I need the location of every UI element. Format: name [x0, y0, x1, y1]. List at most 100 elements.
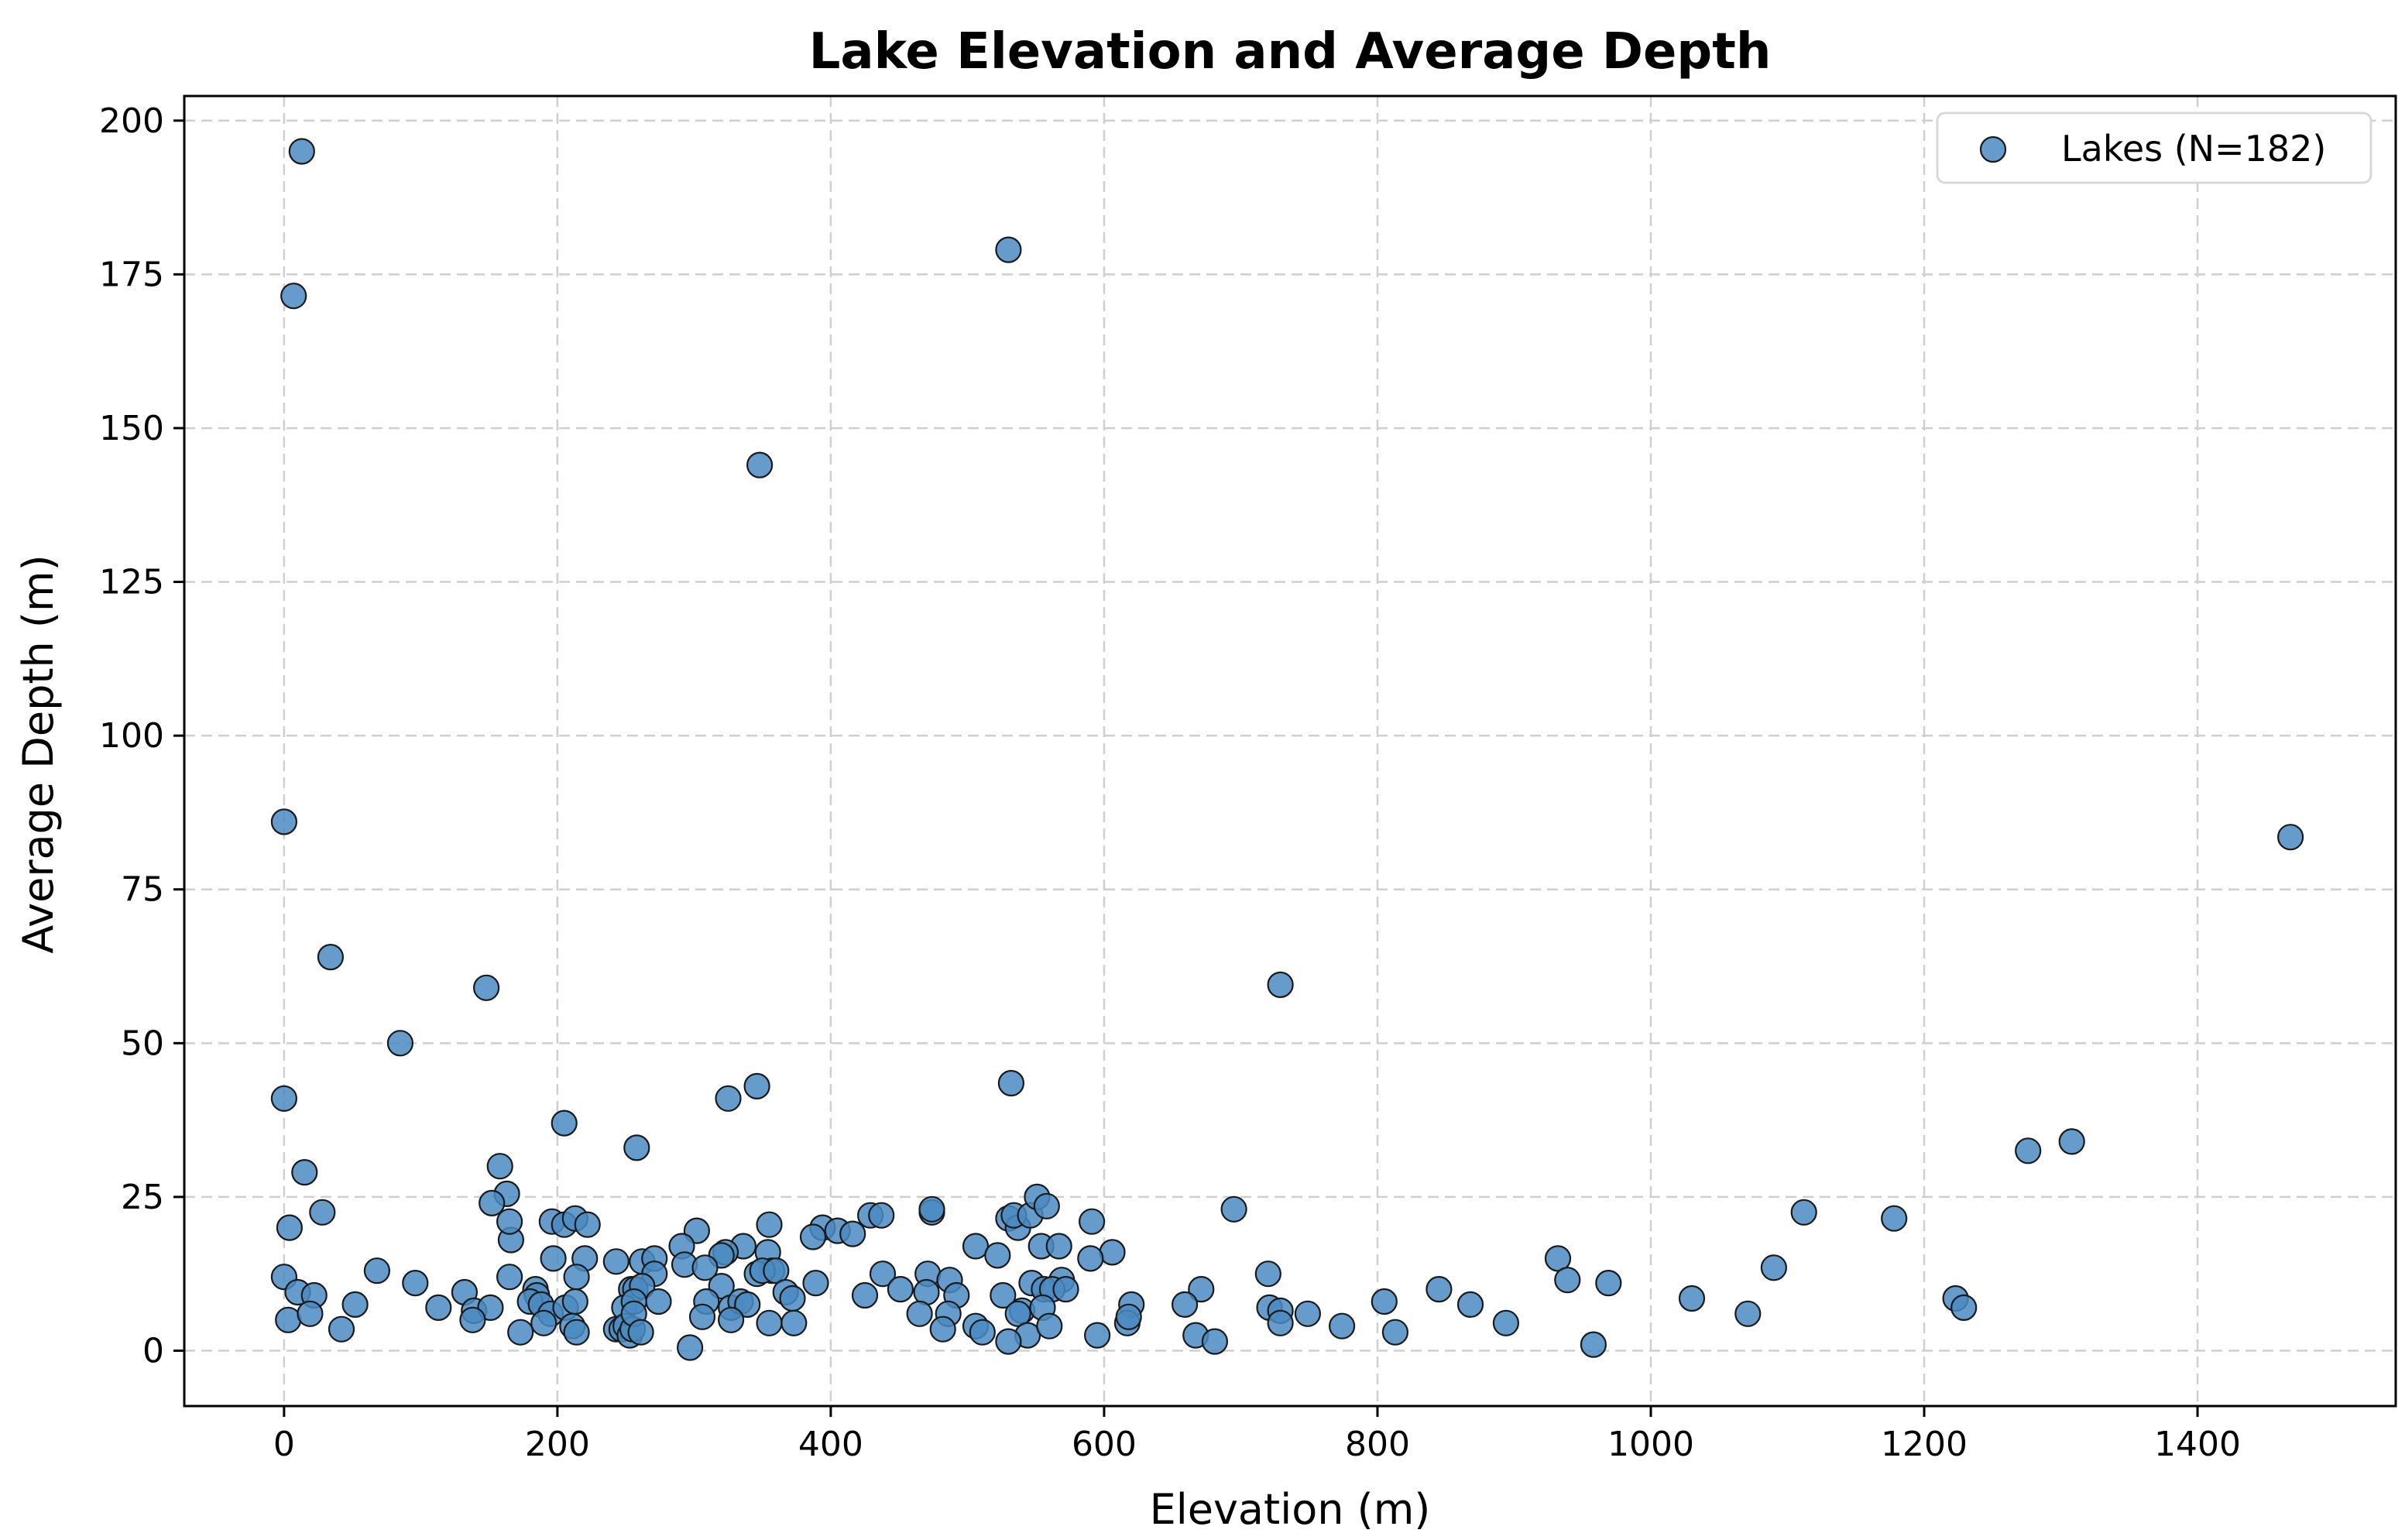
data-point	[717, 1306, 745, 1333]
data-point	[563, 1319, 590, 1346]
data-point	[507, 1319, 534, 1346]
data-point	[2015, 1137, 2042, 1164]
grid-lines	[184, 96, 2396, 1406]
data-point	[906, 1300, 933, 1327]
data-point	[799, 1223, 827, 1250]
data-point	[756, 1309, 783, 1336]
data-point	[990, 1281, 1017, 1309]
x-tick-label: 1000	[1607, 1425, 1694, 1464]
data-point	[688, 1303, 716, 1330]
legend-label: Lakes (N=182)	[2061, 128, 2326, 170]
x-tick-label: 800	[1345, 1425, 1410, 1464]
data-point	[715, 1085, 742, 1112]
data-point	[676, 1334, 704, 1361]
y-tick-label: 200	[99, 101, 164, 141]
data-point	[425, 1294, 452, 1322]
chart-title: Lake Elevation and Average Depth	[809, 23, 1772, 81]
x-tick-label: 1400	[2154, 1425, 2241, 1464]
data-point	[743, 1072, 770, 1100]
data-point	[1760, 1254, 1787, 1281]
data-point	[984, 1242, 1011, 1269]
data-point	[839, 1220, 866, 1247]
data-points	[270, 138, 2304, 1361]
y-tick-label: 125	[99, 563, 164, 602]
legend: Lakes (N=182)	[1936, 111, 2372, 184]
data-point	[2277, 824, 2304, 851]
data-point	[280, 283, 307, 310]
data-point	[1099, 1239, 1126, 1266]
x-tick-label: 600	[1072, 1425, 1137, 1464]
data-point	[1492, 1309, 1520, 1336]
data-point	[1052, 1275, 1079, 1303]
data-point	[1171, 1291, 1199, 1319]
data-point	[763, 1257, 790, 1284]
data-point	[328, 1315, 355, 1343]
data-point	[2058, 1128, 2085, 1155]
data-point	[561, 1288, 588, 1315]
data-point	[1734, 1300, 1762, 1327]
data-point	[746, 451, 774, 478]
data-point	[1083, 1322, 1111, 1349]
data-point	[291, 1158, 318, 1186]
data-point	[1456, 1291, 1484, 1319]
x-tick-label: 1200	[1881, 1425, 1968, 1464]
data-point	[1790, 1199, 1817, 1226]
data-point	[486, 1153, 513, 1180]
data-point	[1078, 1208, 1106, 1235]
y-tick-label: 100	[99, 716, 164, 756]
data-point	[479, 1189, 506, 1217]
y-tick-label: 175	[99, 255, 164, 294]
data-point	[1267, 971, 1294, 999]
data-point	[1678, 1284, 1706, 1312]
y-tick-label: 25	[121, 1178, 164, 1217]
data-point	[995, 1328, 1022, 1355]
data-point	[1036, 1312, 1063, 1339]
y-tick-label: 0	[142, 1332, 164, 1371]
data-point	[962, 1233, 990, 1260]
y-axis-label: Average Depth (m)	[14, 554, 63, 953]
data-point	[929, 1315, 956, 1343]
data-point	[297, 1300, 324, 1327]
data-point	[781, 1309, 808, 1336]
data-point	[1077, 1245, 1104, 1272]
data-point	[918, 1195, 945, 1223]
data-point	[459, 1306, 486, 1333]
data-point	[691, 1254, 719, 1281]
data-point	[386, 1030, 414, 1057]
data-point	[1220, 1195, 1247, 1223]
data-point	[1115, 1303, 1142, 1330]
data-point	[602, 1248, 630, 1275]
data-point	[270, 808, 297, 835]
data-point	[851, 1281, 879, 1309]
data-point	[1045, 1233, 1072, 1260]
data-point	[496, 1264, 523, 1291]
x-tick-label: 200	[525, 1425, 590, 1464]
data-point	[868, 1202, 895, 1229]
data-point	[1201, 1328, 1229, 1355]
y-tick-label: 75	[121, 870, 164, 910]
x-tick-label: 400	[798, 1425, 863, 1464]
x-axis-label: Elevation (m)	[1150, 1485, 1431, 1534]
data-point	[1267, 1309, 1294, 1336]
y-tick-label: 50	[121, 1024, 164, 1063]
data-point	[496, 1208, 523, 1235]
data-point	[275, 1306, 302, 1333]
data-point	[472, 974, 500, 1001]
y-tick-label: 150	[99, 409, 164, 448]
legend-box	[1936, 111, 2372, 184]
data-point	[574, 1211, 601, 1238]
data-point	[1881, 1205, 1908, 1232]
data-point	[1381, 1319, 1409, 1346]
data-point	[997, 1069, 1025, 1097]
data-point	[869, 1260, 897, 1288]
data-point	[1950, 1294, 1978, 1322]
data-point	[1294, 1300, 1322, 1327]
data-point	[627, 1319, 654, 1346]
data-point	[1328, 1312, 1356, 1339]
data-point	[276, 1214, 303, 1241]
data-point	[288, 138, 315, 165]
data-point	[540, 1245, 567, 1272]
data-point	[317, 943, 344, 971]
data-point	[402, 1269, 429, 1297]
